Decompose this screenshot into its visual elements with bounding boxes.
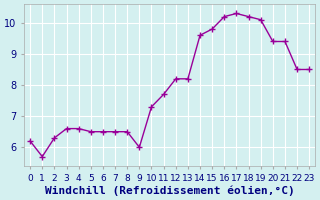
X-axis label: Windchill (Refroidissement éolien,°C): Windchill (Refroidissement éolien,°C) (45, 185, 294, 196)
